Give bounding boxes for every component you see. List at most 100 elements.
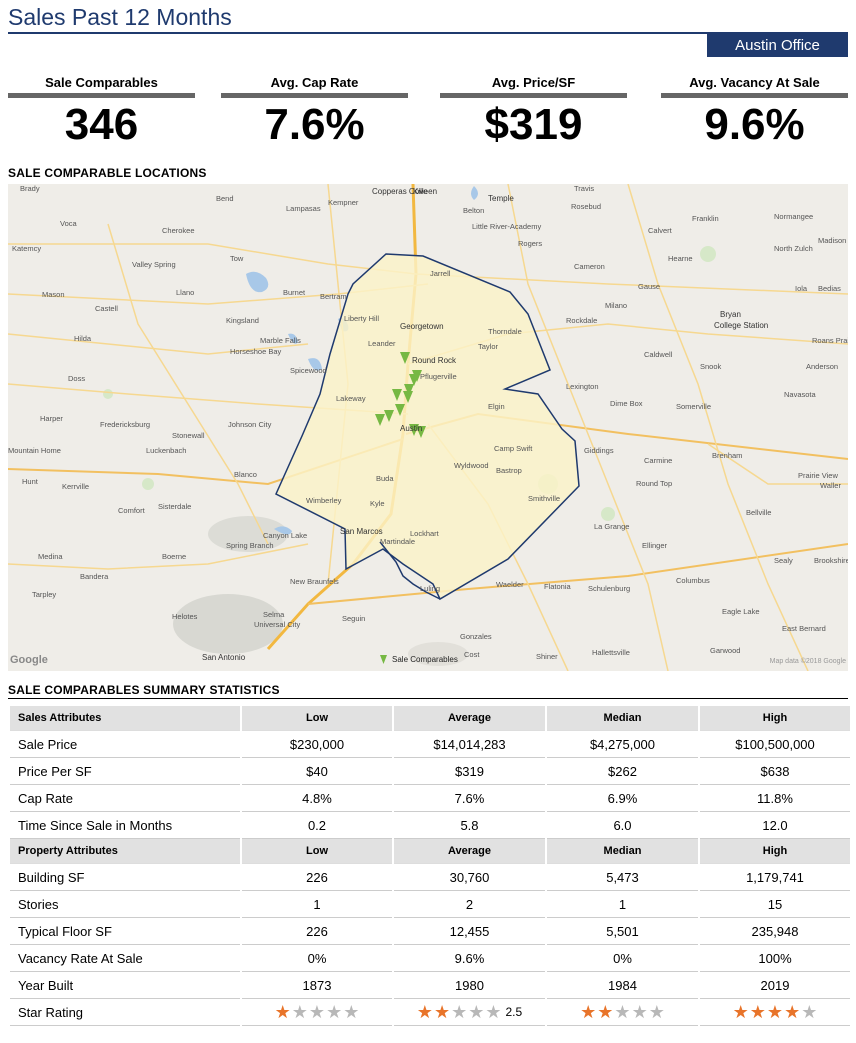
map-legend: Sale Comparables <box>380 655 458 664</box>
map-label: Schulenburg <box>588 584 631 593</box>
map-label: Jarrell <box>430 269 451 278</box>
map-legend-label: Sale Comparables <box>392 655 458 664</box>
table-cell: 4.8% <box>242 785 392 812</box>
map-label: Canyon Lake <box>263 531 308 540</box>
star-icon: ★ <box>749 1002 766 1022</box>
map-label: Leander <box>368 339 396 348</box>
table-cell: 5,473 <box>547 864 698 891</box>
row-label: Typical Floor SF <box>10 918 240 945</box>
map-label: Snook <box>700 362 722 371</box>
map-label: Kempner <box>328 198 359 207</box>
comparable-marker-icon <box>380 655 387 664</box>
table-cell: 226 <box>242 864 392 891</box>
map-label: Kerrville <box>62 482 90 491</box>
summary-divider <box>8 698 848 699</box>
kpi-value: 9.6% <box>704 100 805 149</box>
star-icon: ★ <box>308 1002 326 1022</box>
map-label: Mason <box>42 290 65 299</box>
table-cell: 11.8% <box>700 785 850 812</box>
map-label: Sealy <box>774 556 793 565</box>
map-label: San Antonio <box>202 653 246 662</box>
map-label: La Grange <box>594 522 630 531</box>
star-icon: ★ <box>326 1002 343 1022</box>
map-label: Kingsland <box>226 316 259 325</box>
star-icon: ★ <box>485 1002 502 1022</box>
table-cell: 100% <box>700 945 850 972</box>
table-cell: 7.6% <box>394 785 545 812</box>
map-label: Bertram <box>320 292 347 301</box>
kpi-bar <box>8 93 195 98</box>
map-label: Bandera <box>80 572 109 581</box>
table-cell: $319 <box>394 758 545 785</box>
map-label: Lexington <box>566 382 599 391</box>
map-label: Castell <box>95 304 118 313</box>
table-row: Year Built 1873 1980 1984 2019 <box>10 972 850 999</box>
sale-comparables-map[interactable]: Brady Copperas Cove Killeen Travis Bend … <box>8 184 848 671</box>
map-label: Lakeway <box>336 394 366 403</box>
office-badge: Austin Office <box>707 34 848 57</box>
star-rating: ★ ★ ★ ★ ★ 2.5 <box>417 1003 522 1021</box>
map-label: Luckenbach <box>146 446 187 455</box>
map-label: Iola <box>795 284 808 293</box>
map-label: Calvert <box>648 226 672 235</box>
row-label: Sales Attributes <box>10 706 240 731</box>
kpi-avg-price-sf: Avg. Price/SF $319 <box>440 74 627 150</box>
map-logo: Google <box>10 654 48 666</box>
map-label: Luling <box>420 584 441 593</box>
map-label: Waelder <box>496 580 524 589</box>
table-cell: $14,014,283 <box>394 731 545 758</box>
table-cell: 0% <box>547 945 698 972</box>
map-label: Travis <box>574 184 595 193</box>
map-label: Stonewall <box>172 431 205 440</box>
row-label: Year Built <box>10 972 240 999</box>
table-cell: Median <box>547 839 698 864</box>
star-rating-cell: ★ ★ ★ ★ ★ <box>547 999 698 1026</box>
table-cell: 15 <box>700 891 850 918</box>
map-label: Martindale <box>380 537 416 546</box>
star-icon: ★ <box>784 1002 801 1022</box>
kpi-label: Avg. Vacancy At Sale <box>689 75 820 90</box>
map-graphics <box>8 184 848 671</box>
map-label: Hunt <box>22 477 38 486</box>
map-label: Killeen <box>413 187 438 196</box>
table-cell: 1984 <box>547 972 698 999</box>
table-cell: 12.0 <box>700 812 850 839</box>
map-label: Brady <box>20 184 40 193</box>
map-label: Pflugerville <box>420 372 457 381</box>
map-label: Seguin <box>342 614 366 623</box>
map-label: Bellville <box>746 508 772 517</box>
star-icon: ★ <box>580 1002 597 1022</box>
map-label: Milano <box>605 301 628 310</box>
map-label: Katemcy <box>12 244 42 253</box>
map-label: Selma <box>263 610 285 619</box>
map-label: Ellinger <box>642 541 668 550</box>
map-label: Spring Branch <box>226 541 274 550</box>
table-cell: 1 <box>242 891 392 918</box>
row-label: Stories <box>10 891 240 918</box>
map-label: Waller <box>820 481 841 490</box>
map-label: Johnson City <box>228 420 272 429</box>
table-cell: $4,275,000 <box>547 731 698 758</box>
map-label: Rockdale <box>566 316 598 325</box>
table-cell: 0.2 <box>242 812 392 839</box>
star-icon: ★ <box>766 1002 784 1022</box>
row-label: Time Since Sale in Months <box>10 812 240 839</box>
map-label: Caldwell <box>644 350 673 359</box>
star-icon: ★ <box>631 1002 648 1022</box>
map-label: Helotes <box>172 612 198 621</box>
map-label: Spicewood <box>290 366 327 375</box>
summary-stats-table: Sales Attributes Low Average Median High Sale… <box>8 706 852 1026</box>
map-label: Llano <box>176 288 195 297</box>
row-label: Cap Rate <box>10 785 240 812</box>
kpi-label: Avg. Cap Rate <box>270 75 359 90</box>
map-label: Elgin <box>488 402 505 411</box>
map-label: Medina <box>38 552 63 561</box>
map-label: East Bernard <box>782 624 826 633</box>
map-label: Bryan <box>720 310 741 319</box>
map-label: North Zulch <box>774 244 813 253</box>
map-label: Shiner <box>536 652 558 661</box>
star-rating-cell: ★ ★ ★ ★ ★ <box>242 999 392 1026</box>
table-cell: 1,179,741 <box>700 864 850 891</box>
star-rating-row: Star Rating ★ ★ ★ ★ ★ ★ ★ ★ ★ ★ 2.5 ★ ★ ★ ★ ★ ★ ★ ★ ★ ★ <box>10 999 850 1026</box>
map-label: Navasota <box>784 390 816 399</box>
